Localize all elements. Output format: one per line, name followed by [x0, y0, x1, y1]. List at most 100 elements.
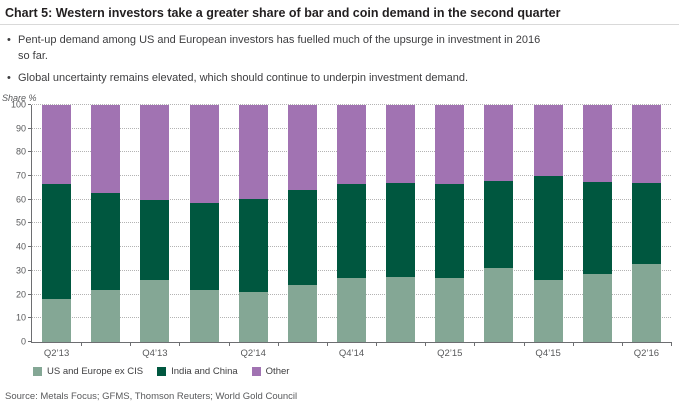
y-axis-tick	[28, 269, 31, 271]
bar-segment	[386, 183, 416, 277]
y-axis-tick	[28, 340, 31, 342]
bar-segment	[484, 180, 514, 269]
bar-segment	[42, 104, 72, 185]
legend: US and Europe ex CIS India and China Other	[33, 366, 679, 377]
y-axis-tick-label: 70	[15, 170, 26, 181]
key-points-list: Pent-up demand among US and European inv…	[7, 33, 552, 86]
y-axis-tick	[28, 175, 31, 176]
bar-segment	[337, 277, 367, 342]
x-axis-tick	[572, 341, 574, 346]
bar-segment	[533, 280, 563, 342]
x-axis-tick-label: Q2’16	[633, 347, 660, 359]
bar-slot	[179, 104, 228, 342]
x-axis-tick	[326, 341, 328, 346]
legend-label: Other	[265, 365, 290, 377]
bar-segment	[189, 203, 219, 290]
bar-segment	[287, 104, 317, 191]
stacked-bar	[238, 104, 268, 342]
y-axis-tick	[28, 151, 31, 153]
bar-segment	[42, 299, 72, 342]
y-axis-tick-label: 90	[15, 123, 26, 134]
key-point: Pent-up demand among US and European inv…	[7, 33, 552, 63]
x-axis-tick-label: Q2’13	[43, 347, 70, 359]
bar-segment	[140, 280, 170, 342]
x-axis-tick	[130, 341, 132, 346]
x-axis-tick	[81, 341, 83, 346]
bar-segment	[140, 104, 170, 200]
stacked-bar	[337, 104, 367, 342]
x-axis-tick	[523, 341, 525, 346]
bar-slot	[130, 104, 179, 342]
legend-swatch	[33, 366, 42, 376]
bar-segment	[533, 175, 563, 281]
bar-slot	[376, 104, 425, 342]
bars-container	[32, 104, 671, 342]
bar-segment	[435, 104, 465, 185]
y-axis-tick	[28, 222, 31, 224]
stacked-bar	[91, 104, 121, 342]
legend-item: India and China	[157, 366, 238, 377]
stacked-bar	[484, 104, 514, 342]
bar-segment	[435, 277, 465, 342]
x-axis-tick-label: Q2’14	[240, 347, 266, 359]
x-axis-tick-label: Q4’14	[338, 347, 365, 359]
bar-segment	[484, 268, 514, 342]
bar-slot	[622, 104, 671, 342]
legend-item: Other	[251, 365, 290, 377]
title-divider	[0, 24, 679, 26]
bar-segment	[582, 181, 612, 275]
stacked-bar	[582, 104, 612, 342]
x-axis-tick	[474, 341, 476, 346]
y-axis-title: Share %	[2, 92, 37, 103]
bar-segment	[140, 199, 170, 281]
x-axis-tick	[621, 341, 623, 346]
bar-segment	[238, 104, 268, 199]
y-axis-tick-label: 20	[15, 289, 26, 299]
bar-segment	[189, 104, 219, 204]
y-axis-tick-label: 60	[15, 194, 26, 205]
y-axis-tick	[28, 127, 31, 129]
gridline	[32, 103, 671, 105]
bar-slot	[81, 104, 130, 342]
plot-area: 0 10 20 30 40 50 60 70 80 90 100 Q2’13 Q4’13 Q2’14 Q4’…	[11, 100, 672, 359]
bar-segment	[91, 192, 121, 290]
legend-label: US and Europe ex CIS	[47, 365, 144, 377]
bar-segment	[631, 104, 661, 184]
bar-slot	[573, 104, 622, 342]
bar-slot	[474, 104, 523, 342]
x-axis-tick	[179, 341, 181, 346]
x-axis-tick-label: Q4’15	[535, 347, 561, 359]
y-axis-tick-label: 80	[15, 146, 26, 157]
x-axis-tick	[277, 341, 279, 346]
stacked-bar	[140, 104, 170, 342]
bar-segment	[484, 104, 514, 181]
legend-swatch	[157, 366, 167, 376]
bar-segment	[91, 289, 121, 342]
y-axis-tick-label: 100	[10, 99, 26, 110]
bar-segment	[91, 104, 121, 193]
x-axis-tick-label: Q4’13	[142, 347, 168, 359]
bar-segment	[189, 289, 219, 342]
bar-segment	[287, 190, 317, 285]
x-axis-tick	[228, 341, 230, 346]
bar-slot	[278, 104, 327, 342]
y-axis-tick-label: 30	[15, 265, 26, 276]
stacked-bar	[386, 104, 416, 342]
legend-label: India and China	[171, 365, 238, 377]
bar-segment	[631, 183, 661, 264]
bar-segment	[287, 285, 317, 342]
chart-title: Chart 5: Western investors take a greate…	[5, 6, 561, 20]
y-axis-tick-label: 40	[15, 241, 26, 252]
x-axis-tick-label: Q2’15	[437, 347, 463, 359]
bar-segment	[582, 104, 612, 182]
bar-segment	[386, 104, 416, 184]
stacked-bar	[533, 104, 563, 342]
y-axis-tick-label: 50	[15, 217, 26, 228]
x-axis-tick	[376, 341, 378, 346]
bar-segment	[435, 184, 465, 278]
source-note: Source: Metals Focus; GFMS, Thomson Reut…	[5, 390, 298, 402]
stacked-bar	[435, 104, 465, 342]
bar-segment	[582, 274, 612, 342]
bar-slot	[327, 104, 376, 342]
